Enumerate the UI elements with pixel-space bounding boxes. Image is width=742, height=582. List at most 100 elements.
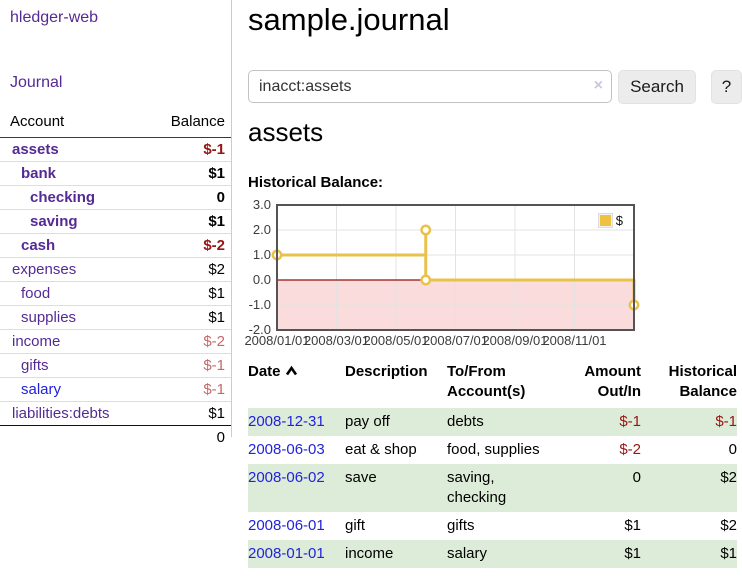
register-cell-accounts: food, supplies <box>447 441 540 458</box>
chart-title: Historical Balance: <box>248 174 384 191</box>
transaction-date-link[interactable]: 2008-01-01 <box>248 545 325 562</box>
register-cell-balance: $1 <box>720 545 737 562</box>
historical-balance-chart: $ 3.0 2.0 1.0 0.0 -1.0 -2.0 2008/01/01 2008/03/… <box>244 198 640 348</box>
account-cell: food <box>0 281 150 306</box>
y-tick-label: -1.0 <box>248 297 271 312</box>
account-balance: $-1 <box>149 377 231 402</box>
register-cell-date: 2008-06-03 <box>248 436 345 464</box>
y-tick-label: 2.0 <box>252 222 271 237</box>
account-balance: $-1 <box>149 137 231 162</box>
account-total-spacer <box>0 425 150 449</box>
account-total-row: 0 <box>0 425 231 449</box>
transaction-date-link[interactable]: 2008-06-02 <box>248 469 325 486</box>
account-link[interactable]: gifts <box>21 357 49 374</box>
register-cell-date: 2008-01-01 <box>248 540 345 568</box>
account-link[interactable]: bank <box>21 165 57 182</box>
register-row[interactable]: 2008-12-31 pay off debts $-1 $-1 <box>248 408 737 436</box>
account-row: income $-2 <box>0 329 231 354</box>
account-link[interactable]: income <box>12 333 61 350</box>
sort-ascending-icon <box>285 362 298 382</box>
account-row: saving $1 <box>0 209 231 234</box>
register-cell-amount: 0 <box>632 469 641 486</box>
legend-label: $ <box>615 213 623 228</box>
account-link[interactable]: checking <box>30 189 96 206</box>
account-link[interactable]: food <box>21 285 51 302</box>
account-cell: liabilities:debts <box>0 402 149 426</box>
transaction-date-link[interactable]: 2008-12-31 <box>248 413 325 430</box>
account-balance-table: Account Balance assets $-1 bank $1 checking 0… <box>0 109 231 449</box>
legend-swatch-icon <box>597 213 613 228</box>
search-button[interactable]: Search <box>618 70 696 104</box>
app-title-link[interactable]: hledger-web <box>10 9 99 26</box>
help-button[interactable]: ? <box>711 70 742 104</box>
account-row: supplies $1 <box>0 305 231 330</box>
search-field-wrap: × <box>248 70 612 103</box>
account-row: assets $-1 <box>0 137 231 162</box>
account-link[interactable]: expenses <box>12 261 77 278</box>
clear-search-icon[interactable]: × <box>593 77 603 94</box>
account-table-header: Account Balance <box>0 109 231 138</box>
account-cell: salary <box>0 377 150 402</box>
register-cell-description: save <box>345 469 377 486</box>
register-cell-balance: 0 <box>728 441 737 458</box>
register-cell-accounts: saving, checking <box>447 469 507 506</box>
account-column-header: Account <box>0 109 150 138</box>
register-cell-accounts: debts <box>447 413 484 430</box>
register-cell-accounts: salary <box>447 545 488 562</box>
register-col-date[interactable]: Date <box>248 360 345 408</box>
register-cell-description: income <box>345 545 394 562</box>
account-link[interactable]: cash <box>21 237 56 254</box>
register-table-body: 2008-12-31 pay off debts $-1 $-1 2008-06-03 ea… <box>248 408 737 568</box>
search-row: × Search ? <box>248 70 742 104</box>
register-cell-balance: $-1 <box>715 413 737 430</box>
account-row: bank $1 <box>0 161 231 186</box>
account-cell: assets <box>0 137 150 162</box>
x-tick-label: 2008/07/01 <box>422 333 489 348</box>
account-row: expenses $2 <box>0 257 231 282</box>
register-row[interactable]: 2008-01-01 income salary $1 $1 <box>248 540 737 568</box>
account-link[interactable]: liabilities:debts <box>12 405 110 422</box>
page-title: sample.journal <box>248 2 450 37</box>
register-cell-description: eat & shop <box>345 441 417 458</box>
account-balance: $1 <box>149 305 231 330</box>
balance-chart-svg <box>271 204 640 331</box>
account-link[interactable]: assets <box>12 141 59 158</box>
sidebar: hledger-web Journal Account Balance asse… <box>0 0 232 449</box>
account-balance: 0 <box>149 185 231 210</box>
account-cell: gifts <box>0 353 150 378</box>
search-input[interactable] <box>248 70 612 103</box>
account-link[interactable]: saving <box>30 213 78 230</box>
register-cell-amount: $1 <box>624 545 641 562</box>
account-balance: $1 <box>208 405 225 422</box>
sidebar-item-journal[interactable]: Journal <box>10 74 63 91</box>
account-cell: bank <box>0 161 150 186</box>
account-link[interactable]: supplies <box>21 309 77 326</box>
y-tick-label: 1.0 <box>252 247 271 262</box>
account-balance: $2 <box>149 257 231 282</box>
register-cell-description: gift <box>345 517 366 534</box>
account-balance: $1 <box>149 209 231 234</box>
register-cell-balance: $2 <box>720 469 737 486</box>
register-row[interactable]: 2008-06-01 gift gifts $1 $2 <box>248 512 737 540</box>
account-link[interactable]: salary <box>21 381 62 398</box>
x-tick-label: 2008/09/01 <box>482 333 548 348</box>
account-cell: saving <box>0 209 150 234</box>
account-cell: cash <box>0 233 150 258</box>
account-row: gifts $-1 <box>0 353 231 378</box>
y-tick-label: 0.0 <box>252 272 271 287</box>
chart-legend: $ <box>597 213 623 228</box>
transaction-date-link[interactable]: 2008-06-03 <box>248 441 325 458</box>
account-cell: checking <box>0 185 150 210</box>
register-cell-accounts: gifts <box>447 517 475 534</box>
account-balance: $-2 <box>149 329 231 354</box>
register-table: Date Description To/From Account(s) Amou… <box>248 360 737 568</box>
x-tick-label: 2008/01/01 <box>244 333 310 348</box>
transaction-date-link[interactable]: 2008-06-01 <box>248 517 325 534</box>
account-row: liabilities:debts $1 <box>0 402 231 426</box>
y-tick-label: 3.0 <box>252 197 271 212</box>
account-cell: expenses <box>0 257 150 282</box>
balance-column-header: Balance <box>149 109 231 138</box>
account-row: cash $-2 <box>0 233 231 258</box>
register-row[interactable]: 2008-06-02 save saving, checking 0 $2 <box>248 464 737 512</box>
register-row[interactable]: 2008-06-03 eat & shop food, supplies $-2 0 <box>248 436 737 464</box>
